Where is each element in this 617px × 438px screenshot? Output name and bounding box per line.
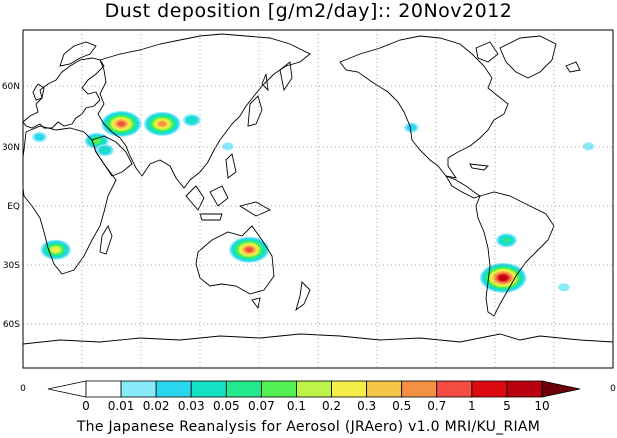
- dust-patch-central-asia: [101, 110, 142, 137]
- lat-label-30n: 30N: [2, 143, 20, 153]
- plot-frame: [22, 29, 614, 369]
- colorbar-box: [436, 380, 473, 398]
- credit-line: The Japanese Reanalysis for Aerosol (JRA…: [76, 419, 541, 435]
- dust-patch-southern-africa: [40, 239, 71, 260]
- dust-level-9: [158, 121, 166, 127]
- colorbar-label: 0.7: [427, 399, 446, 413]
- dust-level-3: [187, 117, 197, 124]
- dust-patch-south-atlantic-plume: [558, 283, 570, 292]
- dust-patch-arabia: [96, 144, 114, 157]
- dust-patch-patagonia: [479, 262, 527, 293]
- colorbar: 0 0.01 0.02 0.03 0.05 0.07 0.1 0.2 0.3 0.5 0.7 1 5 10: [47, 380, 581, 413]
- dust-level-7: [51, 247, 60, 253]
- coast-asia: [97, 33, 311, 189]
- coast-iceland: [565, 61, 581, 73]
- coast-europe: [23, 57, 105, 129]
- colorbar-box: [120, 380, 157, 398]
- colorbar-box: [155, 380, 192, 398]
- colorbar-label: 0.02: [143, 399, 170, 413]
- dust-patch-sahara-north: [32, 132, 47, 143]
- dust-level-4: [502, 237, 511, 244]
- coast-sakhalin: [261, 73, 269, 92]
- coast-arabia: [91, 135, 133, 177]
- colorbar-label: 0.2: [322, 399, 341, 413]
- dust-level-10: [245, 247, 253, 253]
- colorbar-label: 0: [82, 399, 90, 413]
- colorbar-label: 0.03: [178, 399, 205, 413]
- colorbar-box: [471, 380, 508, 398]
- dust-level-12: [499, 275, 507, 281]
- dust-patch-mongolia: [183, 114, 201, 127]
- coast-borneo: [209, 185, 229, 207]
- colorbar-box: [331, 380, 368, 398]
- coast-madagascar: [99, 224, 113, 255]
- lat-label-60n: 60N: [2, 82, 20, 92]
- coast-uk: [32, 83, 45, 101]
- colorbar-box: [85, 380, 122, 398]
- coast-north-america: [339, 35, 509, 179]
- dust-level-2: [34, 133, 45, 141]
- dust-patch-australia: [229, 236, 270, 263]
- colorbar-box: [506, 380, 543, 398]
- colorbar-label: 10: [534, 399, 549, 413]
- coast-sumatra: [185, 185, 205, 211]
- coast-philippines: [225, 153, 237, 179]
- dust-patch-north-pacific: [222, 142, 234, 151]
- graticule: [23, 30, 613, 368]
- colorbar-box: [225, 380, 262, 398]
- coast-java: [199, 213, 223, 221]
- dust-patch-great-basin: [404, 122, 419, 133]
- colorbar-label: 1: [468, 399, 476, 413]
- coast-new-zealand: [295, 281, 311, 312]
- colorbar-arrow-low: [47, 380, 87, 398]
- colorbar-end-left: 0: [20, 384, 26, 394]
- colorbar-arrow-high: [541, 380, 581, 398]
- colorbar-label: 5: [503, 399, 511, 413]
- coast-greenland: [499, 35, 557, 79]
- coast-new-guinea: [238, 201, 272, 217]
- coast-australia: [195, 225, 275, 295]
- coast-south-america: [475, 191, 555, 317]
- coast-japan: [247, 95, 263, 127]
- coast-africa: [23, 125, 117, 275]
- colorbar-box: [190, 380, 227, 398]
- lat-label-30s: 30S: [3, 261, 20, 271]
- coast-cuba: [469, 163, 489, 171]
- map-title: Dust deposition [g/m2/day]:: 20Nov2012: [104, 0, 513, 22]
- dust-level-10: [117, 121, 125, 127]
- coast-scandinavia: [59, 41, 97, 67]
- dust-level-2: [406, 124, 417, 131]
- colorbar-box: [296, 380, 332, 398]
- lat-labels: 60N 30N EQ 30S 60S: [2, 82, 20, 330]
- colorbar-end-right: 0: [610, 384, 616, 394]
- coast-antarctica: [23, 333, 613, 345]
- dust-patch-taklimakan: [143, 111, 181, 136]
- lat-label-eq: EQ: [7, 202, 20, 212]
- dust-level-1: [222, 142, 234, 151]
- colorbar-box: [260, 380, 297, 398]
- colorbar-label: 0.01: [108, 399, 135, 413]
- colorbar-label: 0.3: [357, 399, 376, 413]
- dust-level-1: [558, 283, 570, 292]
- lat-label-60s: 60S: [3, 320, 20, 330]
- dust-level-3: [100, 147, 110, 154]
- dust-level-1: [582, 142, 595, 151]
- colorbar-label: 0.05: [213, 399, 240, 413]
- coast-kamchatka: [279, 61, 293, 92]
- colorbar-label: 0.5: [392, 399, 411, 413]
- dust-patch-north-atlantic: [582, 142, 595, 151]
- coast-baffin: [475, 41, 499, 63]
- colorbar-box: [366, 380, 403, 398]
- colorbar-label: 0.1: [287, 399, 306, 413]
- dust-patch-altiplano: [496, 233, 517, 248]
- colorbar-box: [401, 380, 438, 398]
- colorbar-label: 0.07: [248, 399, 275, 413]
